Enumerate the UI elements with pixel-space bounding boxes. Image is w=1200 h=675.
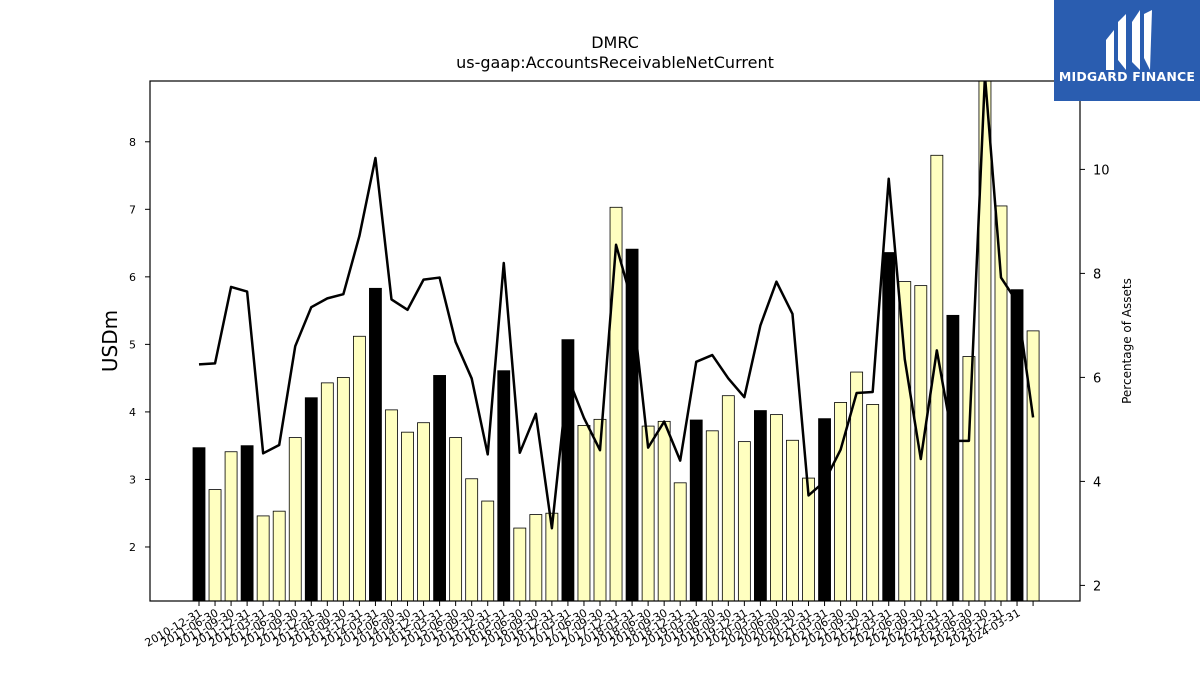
bar <box>786 439 799 602</box>
bar <box>914 285 928 602</box>
bar <box>272 510 286 602</box>
bar <box>401 431 414 602</box>
left-tick-label: 7 <box>129 203 136 216</box>
bar <box>224 451 238 602</box>
bar <box>1026 330 1040 602</box>
bar <box>657 420 671 602</box>
bar <box>256 515 270 602</box>
bar <box>369 287 382 602</box>
bar <box>641 425 655 602</box>
bar <box>288 437 302 602</box>
percentage-line <box>198 81 1035 530</box>
bar <box>577 425 591 602</box>
bar <box>673 482 687 602</box>
left-tick-label: 3 <box>129 473 136 486</box>
bar <box>497 370 511 602</box>
logo-mark-icon <box>1106 10 1152 70</box>
bar <box>433 375 447 602</box>
bar <box>529 514 543 602</box>
bar <box>192 447 206 602</box>
bar <box>320 382 334 602</box>
y2-axis-label: Percentage of Assets <box>1120 278 1134 404</box>
bar <box>866 404 880 602</box>
bar <box>946 314 960 602</box>
bar <box>481 500 495 602</box>
bar <box>754 410 767 602</box>
bar <box>417 422 430 602</box>
left-tick-label: 4 <box>129 406 136 419</box>
bar <box>352 335 366 602</box>
bar <box>208 489 222 602</box>
bar <box>721 395 735 602</box>
bar <box>770 414 783 602</box>
bar <box>882 252 896 602</box>
bar <box>962 356 976 602</box>
bar <box>705 430 719 602</box>
bar <box>737 441 751 602</box>
chart-title: DMRC <box>591 33 639 52</box>
left-tick-label: 2 <box>129 541 136 554</box>
left-tick-label: 8 <box>129 136 136 149</box>
bar <box>449 437 463 602</box>
left-tick-label: 6 <box>129 271 136 284</box>
y-axis-label: USDm <box>98 310 122 372</box>
bar <box>609 206 623 602</box>
bar <box>513 527 527 602</box>
bar <box>385 409 398 602</box>
bar <box>818 418 831 602</box>
bar <box>336 377 350 602</box>
bar <box>689 419 703 602</box>
bar <box>304 397 318 602</box>
right-tick-label: 8 <box>1093 267 1101 282</box>
bar <box>240 445 254 602</box>
right-tick-label: 4 <box>1093 475 1101 490</box>
bar <box>465 478 479 602</box>
logo-text: MIDGARD FINANCE <box>1058 69 1196 84</box>
right-tick-label: 10 <box>1093 163 1110 178</box>
right-tick-label: 2 <box>1093 579 1101 594</box>
right-tick-label: 6 <box>1093 371 1101 386</box>
plot-frame <box>149 80 1081 602</box>
midgard-finance-logo: MIDGARD FINANCE <box>1054 0 1200 101</box>
chart-subtitle: us-gaap:AccountsReceivableNetCurrent <box>456 53 774 72</box>
left-tick-label: 5 <box>129 338 136 351</box>
bar <box>898 281 912 602</box>
